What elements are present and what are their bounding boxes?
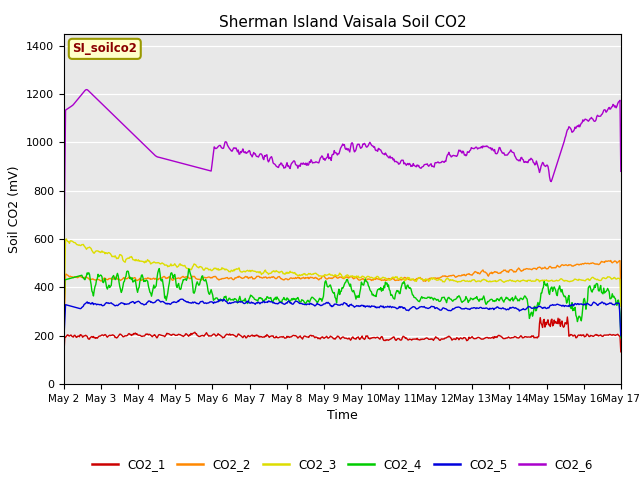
Legend: CO2_1, CO2_2, CO2_3, CO2_4, CO2_5, CO2_6: CO2_1, CO2_2, CO2_3, CO2_4, CO2_5, CO2_6 — [87, 454, 598, 476]
Y-axis label: Soil CO2 (mV): Soil CO2 (mV) — [8, 165, 20, 252]
Title: Sherman Island Vaisala Soil CO2: Sherman Island Vaisala Soil CO2 — [219, 15, 466, 30]
Text: SI_soilco2: SI_soilco2 — [72, 42, 137, 55]
X-axis label: Time: Time — [327, 409, 358, 422]
